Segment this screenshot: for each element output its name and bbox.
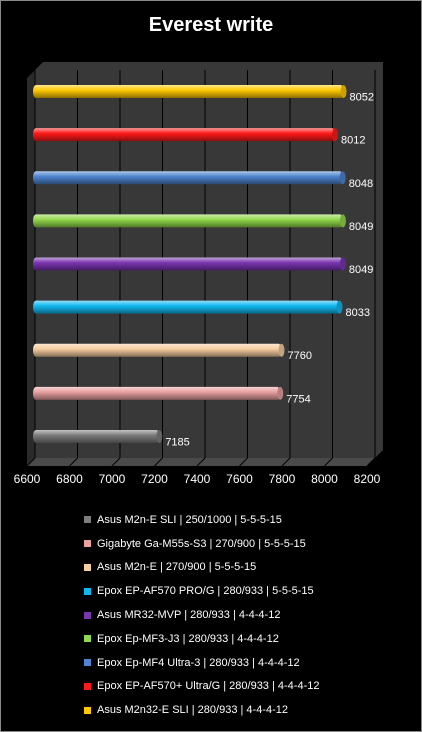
bar-value-label: 7185 [165, 436, 189, 448]
x-tick-label: 7800 [269, 472, 296, 486]
legend-item: Gigabyte Ga-M55s-S3 | 270/900 | 5-5-5-15 [84, 532, 319, 556]
bar [33, 85, 344, 99]
legend-item: Epox Ep-MF4 Ultra-3 | 280/933 | 4-4-4-12 [84, 651, 319, 675]
bar-chart-plot: 7185 7754 7760 8033 8049 8049 8048 8012 8052 660… [14, 62, 383, 486]
bar [33, 343, 282, 357]
gridline-floor [324, 457, 333, 467]
bar-value-label: 8049 [349, 264, 373, 276]
bar [33, 214, 343, 228]
bar-cap [156, 429, 163, 443]
bar-value-label: 7760 [288, 350, 312, 362]
legend-item: Epox EP-AF570 PRO/G | 280/933 | 5-5-5-15 [84, 579, 319, 603]
bar-value-label: 8049 [349, 221, 373, 233]
x-tick-label: 7600 [226, 472, 253, 486]
bar-cap [340, 85, 347, 99]
bar-cap [339, 171, 346, 185]
bar-value-label: 8012 [341, 135, 365, 147]
x-tick-label: 6600 [14, 472, 41, 486]
chart-legend: Asus M2n-E SLI | 250/1000 | 5-5-5-15 Giga… [84, 508, 319, 722]
legend-swatch [84, 587, 91, 595]
legend-label: Epox Ep-MF3-J3 | 280/933 | 4-4-4-12 [97, 632, 279, 645]
legend-label: Gigabyte Ga-M55s-S3 | 270/900 | 5-5-5-15 [97, 537, 306, 550]
legend-label: Asus M2n-E | 270/900 | 5-5-5-15 [97, 561, 257, 574]
x-tick-label: 6800 [56, 472, 83, 486]
plot-side-wall [27, 70, 35, 466]
gridline-floor [281, 457, 291, 467]
gridline-floor [154, 457, 163, 467]
bar-cap [339, 257, 346, 271]
gridline-floor [366, 457, 376, 467]
legend-item: Epox EP-AF570+ Ultra/G | 280/933 | 4-4-4… [84, 675, 319, 699]
legend-label: Asus MR32-MVP | 280/933 | 4-4-4-12 [97, 609, 281, 622]
legend-swatch [84, 659, 91, 667]
legend-swatch [84, 540, 91, 548]
bar-cap [339, 214, 346, 228]
gridline-floor [26, 457, 36, 467]
x-tick-label: 7200 [141, 472, 168, 486]
bar [33, 128, 336, 142]
bar-value-label: 7754 [286, 393, 310, 405]
legend-item: Asus M2n-E SLI | 250/1000 | 5-5-5-15 [84, 508, 319, 532]
legend-item: Asus MR32-MVP | 280/933 | 4-4-4-12 [84, 603, 319, 627]
bar [33, 386, 281, 400]
bar-cap [277, 386, 284, 400]
x-tick-label: 7400 [184, 472, 211, 486]
bar [33, 300, 340, 314]
legend-label: Asus M2n32-E SLI | 280/933 | 4-4-4-12 [97, 704, 288, 717]
chart-title: Everest write [148, 14, 274, 36]
x-tick-label: 8000 [311, 472, 338, 486]
x-tick-label: 7000 [99, 472, 126, 486]
legend-label: Epox Ep-MF4 Ultra-3 | 280/933 | 4-4-4-12 [97, 656, 300, 669]
legend-label: Epox EP-AF570+ Ultra/G | 280/933 | 4-4-4… [97, 680, 320, 693]
legend-item: Asus M2n-E | 270/900 | 5-5-5-15 [84, 556, 319, 580]
legend-swatch [84, 706, 91, 714]
legend-item: Asus M2n32-E SLI | 280/933 | 4-4-4-12 [84, 698, 319, 722]
gridline-floor [69, 457, 78, 467]
bar-cap [278, 343, 285, 357]
legend-swatch [84, 611, 91, 619]
bar-cap [336, 300, 343, 314]
gridline-floor [111, 457, 121, 467]
bar [33, 429, 160, 443]
legend-swatch [84, 516, 91, 524]
bar-value-label: 8033 [346, 307, 370, 319]
legend-label: Asus M2n-E SLI | 250/1000 | 5-5-5-15 [97, 513, 282, 526]
legend-item: Epox Ep-MF3-J3 | 280/933 | 4-4-4-12 [84, 627, 319, 651]
legend-swatch [84, 635, 91, 643]
bar-value-label: 8052 [350, 92, 374, 104]
legend-label: Epox EP-AF570 PRO/G | 280/933 | 5-5-5-15 [97, 585, 314, 598]
bar [33, 257, 343, 271]
bar-cap [332, 128, 339, 142]
x-tick-label: 8200 [354, 472, 381, 486]
gridline-floor [239, 457, 248, 467]
legend-swatch [84, 563, 91, 571]
gridline-floor [196, 457, 206, 467]
legend-swatch [84, 682, 91, 690]
bar [33, 171, 343, 185]
bar-value-label: 8048 [349, 178, 373, 190]
